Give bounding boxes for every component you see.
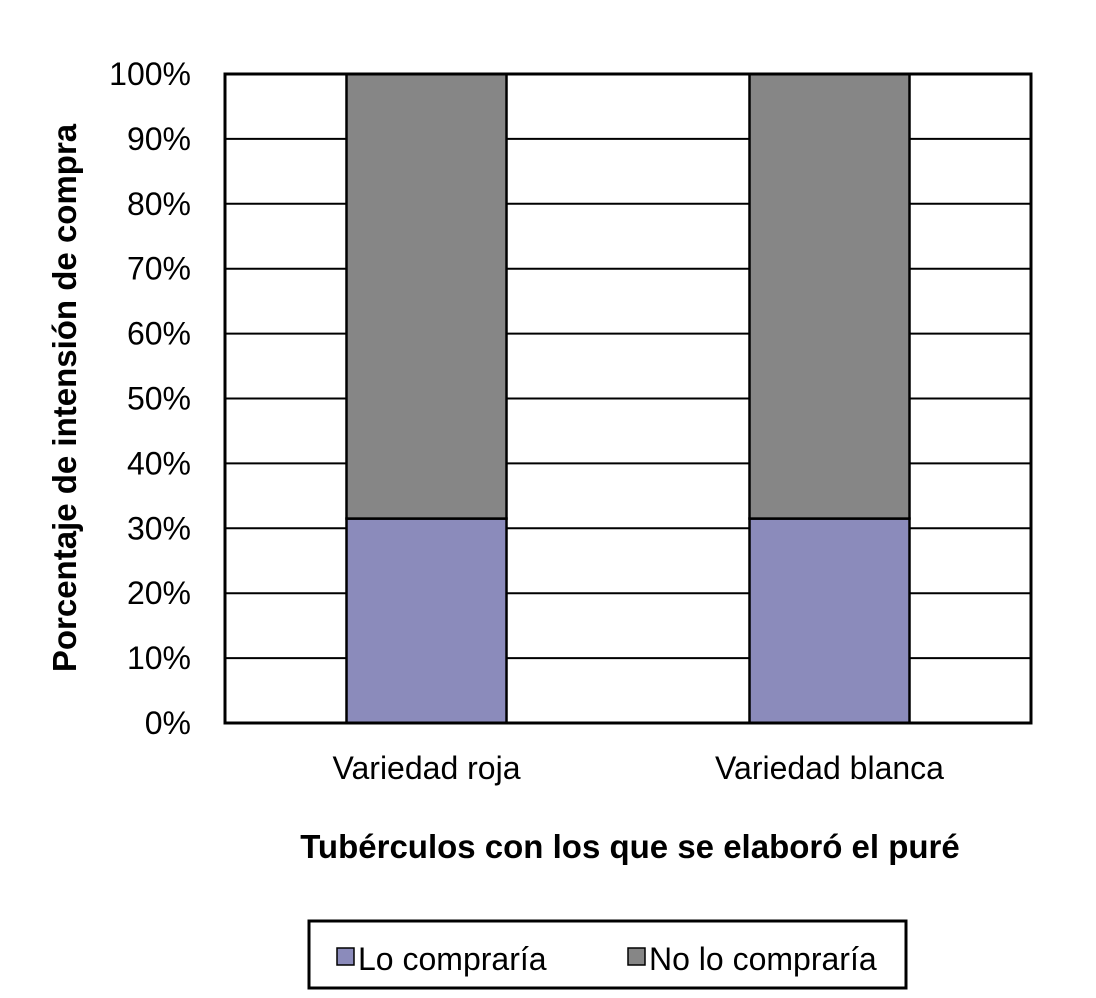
plot-area-frame [223,72,1033,725]
legend-label-lo-compraria: Lo compraría [358,941,547,977]
bar-segment-no-lo-compraria [748,72,911,520]
y-tick-label: 20% [127,575,191,611]
y-tick-label: 10% [127,640,191,676]
legend-swatch-lo-compraria [336,947,355,966]
y-tick-label: 30% [127,510,191,546]
y-tick-label: 100% [109,56,191,92]
y-tick-label: 80% [127,186,191,222]
x-axis-category-labels: Variedad roja Variedad blanca [333,750,945,786]
legend: Lo compraría No lo compraría [307,919,908,990]
legend-swatch-no-lo-compraria [627,947,646,966]
y-tick-label: 0% [145,705,191,741]
x-axis-title: Tubérculos con los que se elaboró el pur… [300,828,960,865]
bar-segment-lo-compraria [748,517,911,725]
y-tick-label: 50% [127,381,191,417]
y-tick-label: 70% [127,251,191,287]
x-category-label: Variedad roja [333,750,521,786]
bar-segment-lo-compraria [345,517,508,725]
legend-frame [307,919,908,990]
y-tick-label: 90% [127,121,191,157]
bars [345,72,911,725]
y-tick-label: 60% [127,316,191,352]
y-axis-title: Porcentaje de intensión de compra [46,123,83,672]
y-axis-tick-labels: 0% 10% 20% 30% 40% 50% 60% 70% 80% 90% 100% [109,56,191,741]
y-tick-label: 40% [127,445,191,481]
x-category-label: Variedad blanca [715,750,944,786]
legend-label-no-lo-compraria: No lo compraría [649,941,877,977]
bar-segment-no-lo-compraria [345,72,508,520]
